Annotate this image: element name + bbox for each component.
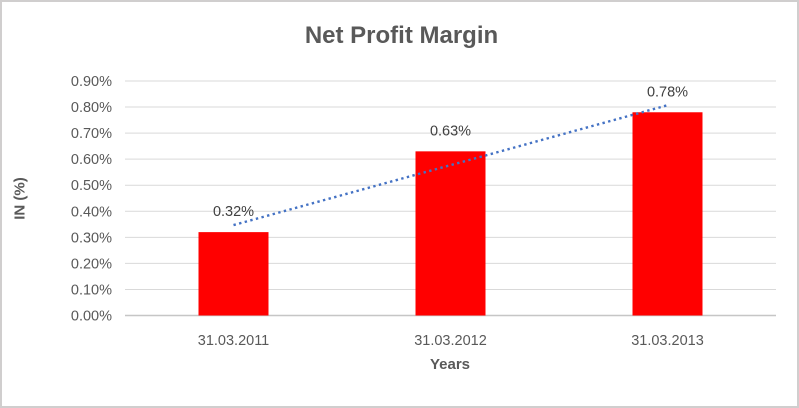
y-tick-label: 0.80% bbox=[71, 100, 112, 116]
data-label: 0.63% bbox=[430, 123, 471, 139]
y-tick-label: 0.40% bbox=[71, 204, 112, 220]
bar-series bbox=[198, 112, 703, 316]
y-tick-label: 0.00% bbox=[71, 309, 112, 325]
y-tick-label: 0.10% bbox=[71, 282, 112, 298]
y-tick-label: 0.20% bbox=[71, 256, 112, 272]
data-label: 0.78% bbox=[647, 84, 688, 100]
y-tick-label: 0.70% bbox=[71, 126, 112, 142]
data-labels: 0.32% 0.63% 0.78% bbox=[213, 84, 688, 220]
y-tick-label: 0.60% bbox=[71, 152, 112, 168]
category-label: 31.03.2012 bbox=[414, 333, 487, 349]
bar bbox=[198, 232, 269, 316]
bar bbox=[415, 151, 486, 316]
bar bbox=[632, 112, 703, 316]
y-axis-tick-labels: 0.00% 0.10% 0.20% 0.30% 0.40% 0.50% 0.60% 0.70%… bbox=[71, 74, 112, 325]
x-axis-title: Years bbox=[429, 356, 471, 373]
category-label: 31.03.2011 bbox=[198, 333, 270, 349]
y-tick-label: 0.50% bbox=[71, 178, 112, 194]
y-tick-label: 0.30% bbox=[71, 230, 112, 246]
x-axis-category-labels: 31.03.2011 31.03.2012 31.03.2013 bbox=[198, 333, 704, 349]
data-label: 0.32% bbox=[213, 204, 254, 220]
y-tick-label: 0.90% bbox=[71, 74, 112, 90]
category-label: 31.03.2013 bbox=[631, 333, 704, 349]
chart-title: Net Profit Margin bbox=[304, 22, 499, 49]
